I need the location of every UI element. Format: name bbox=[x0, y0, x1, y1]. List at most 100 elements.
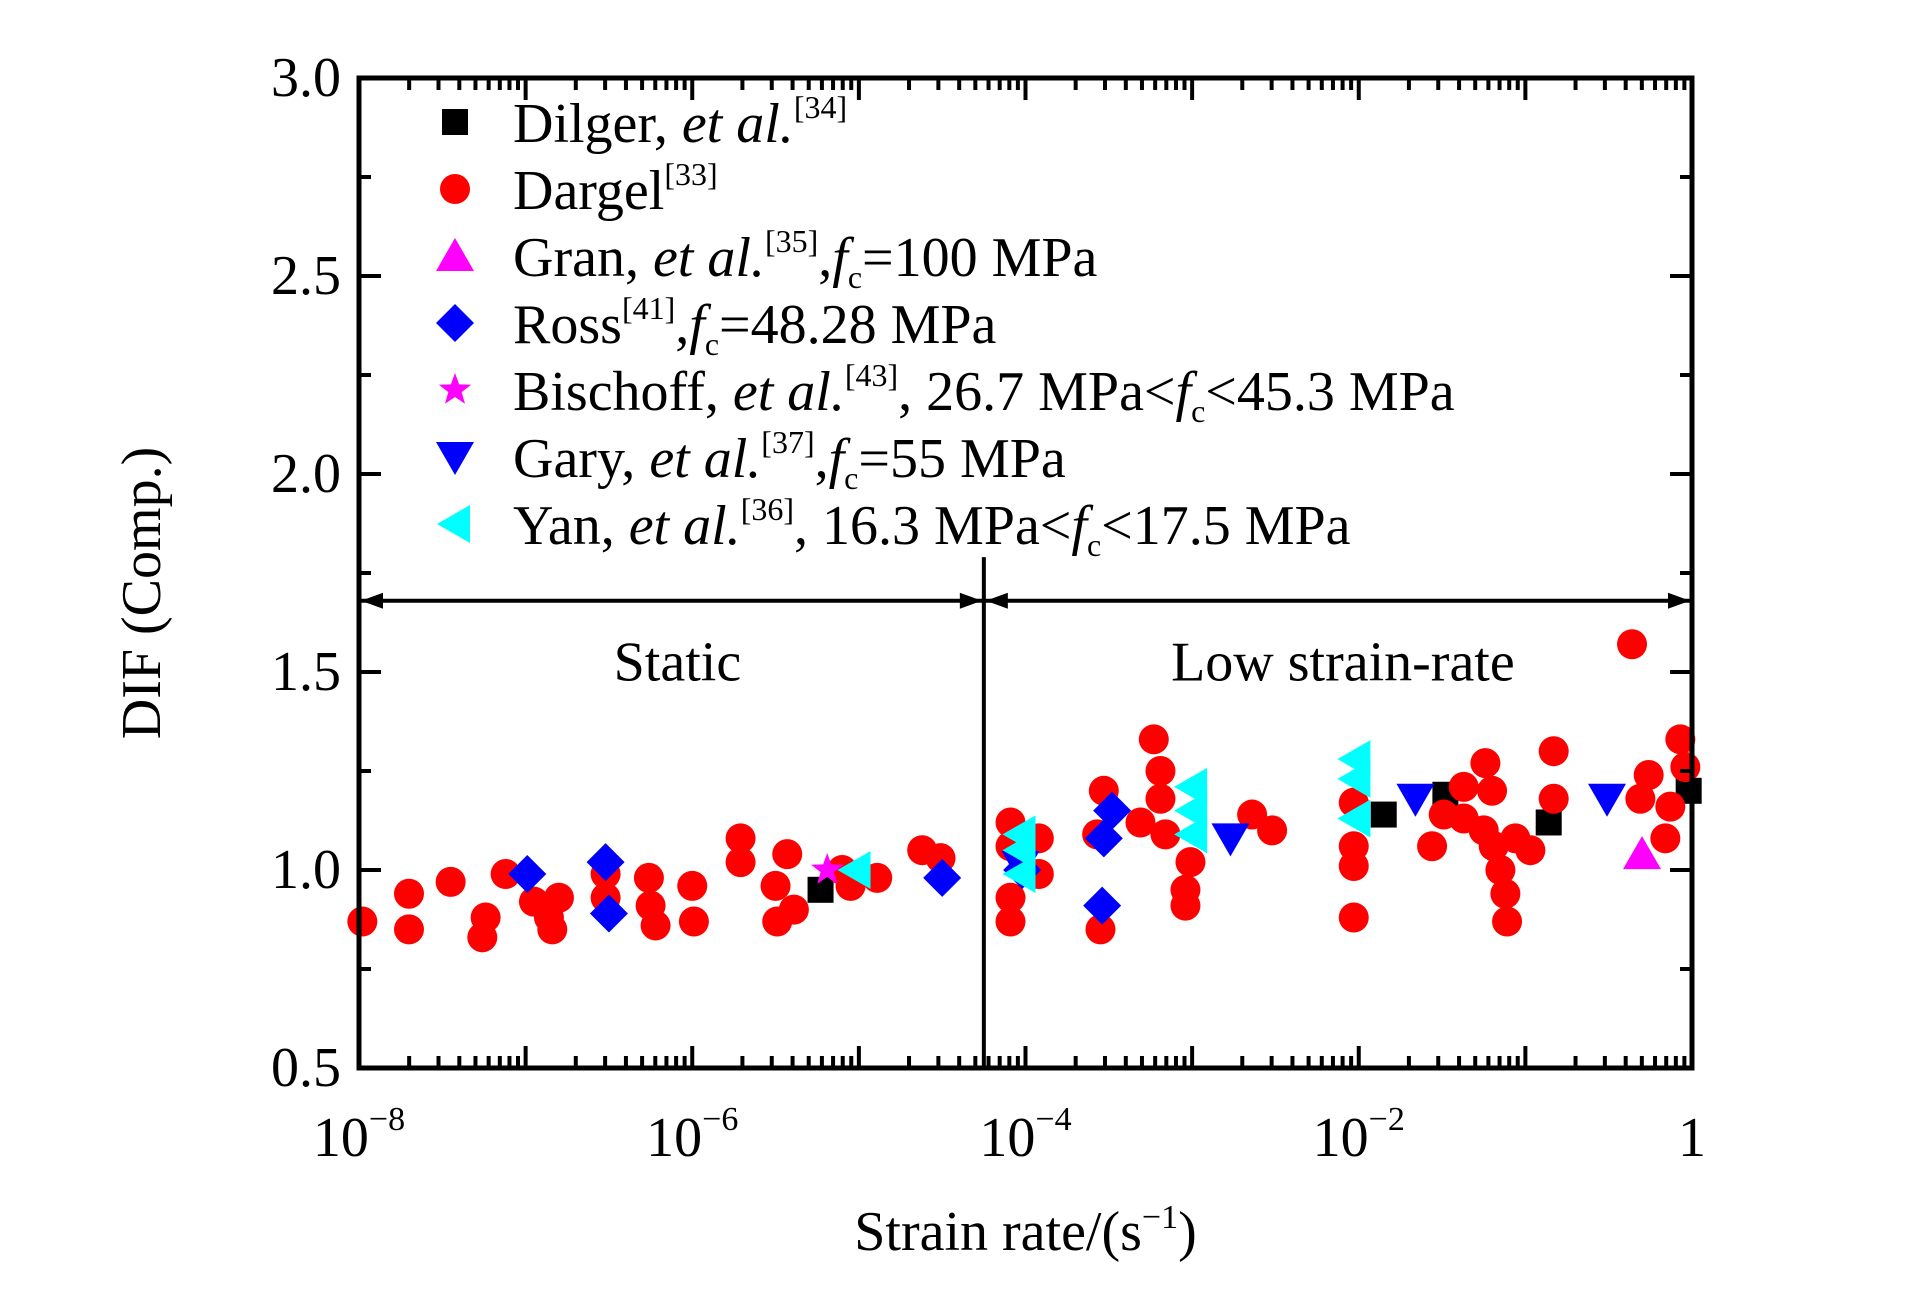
legend-author: Gary, bbox=[513, 428, 649, 490]
data-point-circle bbox=[1175, 847, 1206, 878]
data-point-circle bbox=[393, 878, 424, 909]
data-point-circle bbox=[347, 906, 378, 937]
data-point-diamond bbox=[586, 843, 625, 882]
legend-separator: , 26.7 MPa< bbox=[898, 361, 1175, 423]
data-point-circle bbox=[1138, 724, 1169, 755]
data-point-circle bbox=[1538, 736, 1569, 767]
legend-strength: =48.28 MPa bbox=[719, 294, 997, 356]
legend-separator: , bbox=[675, 294, 689, 356]
legend-strength: =55 MPa bbox=[858, 428, 1066, 490]
x-tick-label: 10−8 bbox=[313, 1101, 405, 1169]
data-point-circle bbox=[435, 866, 466, 897]
legend-label: Yan, et al.[36], 16.3 MPa<fc<17.5 MPa bbox=[513, 491, 1351, 563]
legend-label: Dargel[33] bbox=[513, 156, 718, 222]
x-tick-label: 10−4 bbox=[979, 1101, 1071, 1169]
legend-f-subscript: c bbox=[1087, 527, 1101, 563]
legend-label: Gran, et al.[35],fc=100 MPa bbox=[513, 223, 1098, 295]
data-point-circle bbox=[1633, 759, 1664, 790]
legend-reference: [37] bbox=[761, 424, 814, 460]
legend-reference: [36] bbox=[741, 491, 794, 527]
data-point-circle bbox=[1492, 906, 1523, 937]
data-point-triangle-left bbox=[1002, 831, 1036, 870]
legend-et-al: et al. bbox=[733, 361, 845, 423]
data-point-circle bbox=[543, 882, 574, 913]
x-tick-base: 10 bbox=[646, 1107, 702, 1169]
arrowhead-left-icon bbox=[361, 592, 383, 609]
data-point-circle bbox=[1477, 775, 1508, 806]
x-tick-label: 10−2 bbox=[1313, 1101, 1405, 1169]
data-point-circle bbox=[1145, 756, 1176, 786]
data-point-circle bbox=[1338, 902, 1369, 933]
data-point-circle bbox=[1670, 752, 1701, 783]
x-tick-base: 10 bbox=[1313, 1107, 1369, 1169]
legend-item: Dilger, et al.[34] bbox=[442, 89, 847, 155]
legend-marker-diamond-icon bbox=[436, 304, 474, 342]
legend-et-al: et al. bbox=[629, 495, 741, 557]
legend-author: Yan, bbox=[513, 495, 629, 557]
legend-item: Gran, et al.[35],fc=100 MPa bbox=[436, 223, 1098, 295]
legend-separator: , bbox=[818, 227, 832, 289]
data-point-circle bbox=[725, 847, 756, 878]
data-point-circle bbox=[640, 910, 671, 941]
legend-reference: [34] bbox=[794, 89, 847, 125]
data-point-circle bbox=[1617, 629, 1648, 660]
data-point-circle bbox=[677, 870, 708, 901]
data-point-circle bbox=[1515, 835, 1546, 866]
data-point-circle bbox=[1237, 799, 1268, 830]
data-point-circle bbox=[678, 906, 709, 937]
legend-marker-square-icon bbox=[442, 109, 468, 135]
y-axis-title: DIF (Comp.) bbox=[111, 447, 173, 739]
legend-marker-circle-icon bbox=[440, 174, 470, 204]
x-tick-exponent: −8 bbox=[369, 1101, 405, 1138]
data-point-circle bbox=[1448, 771, 1479, 802]
data-point-circle bbox=[393, 914, 424, 945]
x-tick-exponent: −6 bbox=[702, 1101, 738, 1138]
legend-strength: <45.3 MPa bbox=[1205, 361, 1455, 423]
x-axis-title-sup: −1 bbox=[1142, 1199, 1178, 1236]
legend-f-subscript: c bbox=[1191, 393, 1205, 429]
x-axis-ticks: 10−8 10−6 10−4 10−2 1 bbox=[313, 78, 1706, 1169]
legend-item: Yan, et al.[36], 16.3 MPa<fc<17.5 MPa bbox=[437, 491, 1351, 563]
legend-item: Bischoff, et al.[43], 26.7 MPa<fc<45.3 M… bbox=[438, 357, 1455, 429]
x-tick-exponent: −2 bbox=[1369, 1101, 1405, 1138]
legend-label: Gary, et al.[37],fc=55 MPa bbox=[513, 424, 1066, 496]
legend-separator: , 16.3 MPa< bbox=[794, 495, 1071, 557]
axes: 0.51.01.52.02.53.0 10−8 10−6 10−4 10−2 1 bbox=[271, 47, 1706, 1169]
data-point-circle bbox=[1485, 855, 1516, 885]
legend-marker-triangle-down-icon bbox=[436, 442, 474, 475]
static-region-label: Static bbox=[614, 632, 742, 694]
legend-author: Gran, bbox=[513, 227, 653, 289]
x-axis-title-main: Strain rate/(s bbox=[854, 1201, 1142, 1263]
data-point-triangle-down bbox=[1396, 783, 1435, 817]
data-point-circle bbox=[1257, 815, 1288, 846]
data-point-circle bbox=[467, 922, 498, 953]
data-point-triangle-up bbox=[1623, 836, 1662, 870]
legend-marker-star-icon bbox=[438, 373, 472, 404]
data-point-triangle-left bbox=[1337, 759, 1371, 798]
arrowhead-left-icon bbox=[985, 592, 1008, 609]
region-annotations: Static Low strain-rate bbox=[359, 557, 1692, 1068]
data-point-circle bbox=[1417, 831, 1448, 862]
x-tick-exponent: −4 bbox=[1035, 1101, 1071, 1138]
data-point-circle bbox=[1625, 783, 1656, 814]
data-point-diamond bbox=[589, 894, 628, 933]
legend-item: Ross[41],fc=48.28 MPa bbox=[436, 290, 997, 362]
x-tick-base: 1 bbox=[1678, 1107, 1706, 1169]
data-point-circle bbox=[760, 870, 791, 901]
legend-author: Dargel bbox=[513, 160, 664, 222]
data-point-circle bbox=[1490, 878, 1521, 909]
y-tick-label: 3.0 bbox=[271, 47, 341, 109]
legend-author: Dilger, bbox=[513, 93, 682, 155]
data-point-triangle-left bbox=[1174, 815, 1208, 854]
x-tick-base: 10 bbox=[979, 1107, 1035, 1169]
data-point-circle bbox=[778, 894, 809, 925]
legend-marker-triangle-up-icon bbox=[436, 238, 474, 271]
data-point-diamond bbox=[923, 858, 962, 897]
y-tick-label: 0.5 bbox=[271, 1037, 341, 1099]
low-strain-rate-region-label: Low strain-rate bbox=[1171, 632, 1515, 694]
series-circle bbox=[347, 629, 1701, 953]
series-triangle-up bbox=[1623, 836, 1662, 870]
legend-reference: [41] bbox=[622, 290, 675, 326]
data-point-square bbox=[1370, 801, 1397, 828]
